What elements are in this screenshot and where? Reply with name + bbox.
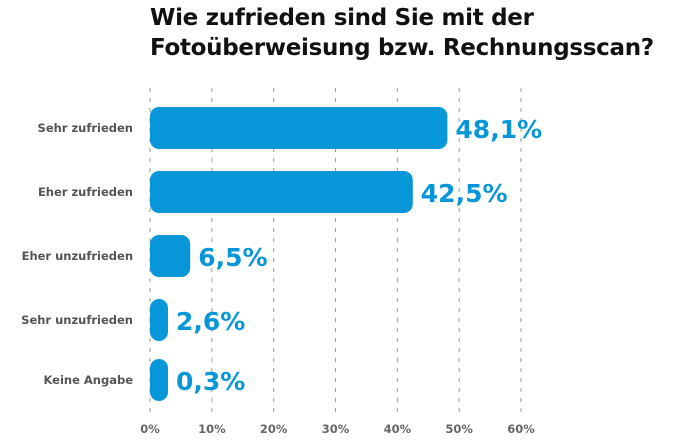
bar [150, 359, 168, 401]
category-label: Keine Angabe [43, 373, 133, 387]
category-label: Eher unzufrieden [22, 249, 133, 263]
x-tick-label: 30% [322, 422, 350, 436]
value-labels: 48,1% 42,5% 6,5% 2,6% 0,3% [176, 115, 542, 396]
x-tick-label: 50% [445, 422, 473, 436]
bar [150, 171, 413, 213]
bar [150, 235, 191, 277]
category-label: Eher zufrieden [38, 185, 133, 199]
bars [150, 107, 448, 401]
value-label: 2,6% [176, 307, 245, 336]
value-label: 42,5% [421, 179, 508, 208]
bar [150, 299, 168, 341]
category-label: Sehr zufrieden [38, 121, 133, 135]
chart-title: Wie zufrieden sind Sie mit der Fotoüberw… [150, 3, 654, 63]
x-tick-label: 20% [260, 422, 288, 436]
value-label: 0,3% [176, 367, 245, 396]
chart-title-line-2: Fotoüberweisung bzw. Rechnungsscan? [150, 35, 654, 61]
chart-title-line-1: Wie zufrieden sind Sie mit der [150, 5, 534, 31]
x-axis-tick-labels: 0% 10% 20% 30% 40% 50% 60% [140, 422, 535, 436]
x-tick-label: 60% [507, 422, 535, 436]
x-tick-label: 10% [198, 422, 226, 436]
x-tick-label: 40% [384, 422, 412, 436]
bar [150, 107, 448, 149]
category-labels: Sehr zufrieden Eher zufrieden Eher unzufri… [21, 121, 133, 387]
value-label: 6,5% [198, 243, 267, 272]
x-tick-label: 0% [140, 422, 160, 436]
category-label: Sehr unzufrieden [21, 313, 133, 327]
value-label: 48,1% [455, 115, 542, 144]
